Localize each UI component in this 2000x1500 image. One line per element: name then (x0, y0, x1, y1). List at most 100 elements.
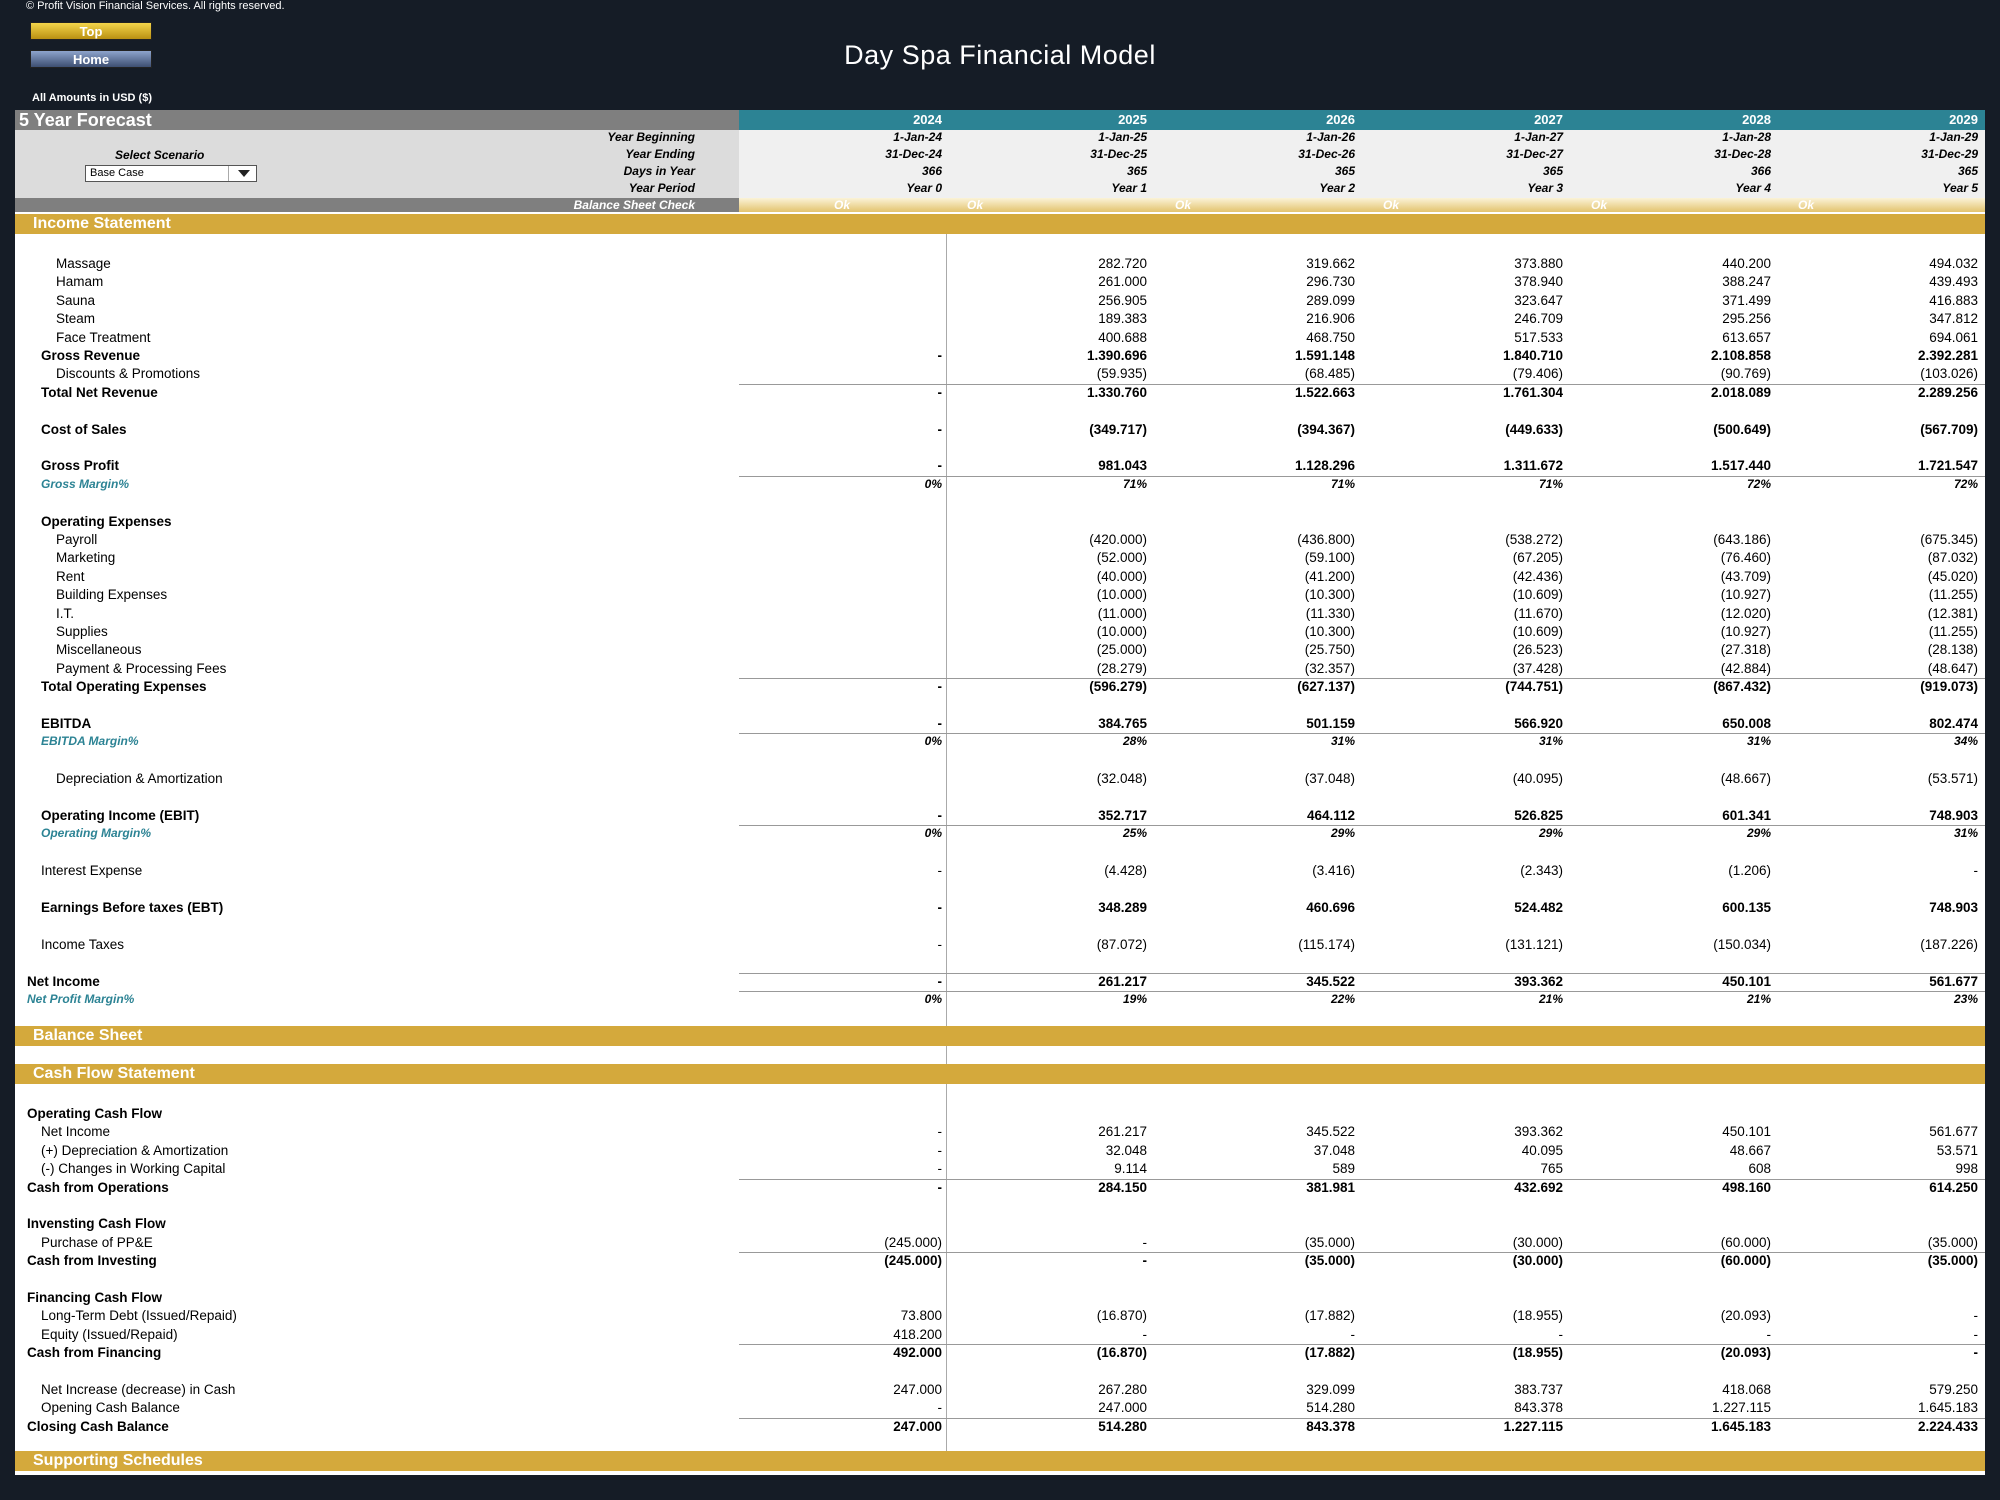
cell-value: 19% (1122, 992, 1147, 1006)
cell-value: (20.093) (1720, 1345, 1771, 1361)
balance-check-ok: Ok (1591, 198, 1608, 212)
period-label: Year Period (628, 181, 695, 195)
chevron-down-icon[interactable] (228, 166, 256, 181)
cell-value: 284.150 (1098, 1179, 1147, 1195)
cell-value: (35.000) (1927, 1253, 1978, 1269)
cell-value: 432.692 (1514, 1179, 1563, 1195)
cell-value: 589 (1332, 1161, 1355, 1177)
table-row: Operating Expenses (15, 514, 1985, 532)
cell-value: 381.981 (1306, 1179, 1355, 1195)
row-label: Operating Margin% (41, 826, 152, 841)
cell-value: (59.935) (1096, 366, 1147, 382)
cell-value: (349.717) (1089, 421, 1147, 437)
cell-value: 216.906 (1306, 311, 1355, 327)
cell-value: 71% (1538, 476, 1563, 491)
cell-value: 267.280 (1098, 1382, 1147, 1397)
cell-value: 440.200 (1722, 256, 1771, 271)
cell-value: - (1142, 1253, 1148, 1269)
column-divider (946, 234, 947, 1134)
row-label: Supplies (56, 624, 108, 639)
cell-value: 378.940 (1514, 274, 1563, 290)
row-label: (-) Changes in Working Capital (41, 1161, 226, 1177)
cell-value: - (1142, 1326, 1148, 1342)
year-beginning-value: 1-Jan-28 (1722, 130, 1771, 144)
cell-value: 1.840.710 (1502, 348, 1563, 363)
cell-value: 246.709 (1514, 311, 1563, 327)
table-row: Opening Cash Balance - 247.000 514.280 843.3… (15, 1400, 1985, 1418)
row-label: Massage (56, 256, 111, 271)
cell-value: 1.330.760 (1086, 384, 1147, 400)
cell-value: 1.645.183 (1917, 1400, 1978, 1416)
cell-value: 0% (924, 992, 942, 1006)
balance-check-ok: Ok (1798, 198, 1815, 212)
cell-value: - (937, 1142, 943, 1158)
cell-value: (30.000) (1512, 1253, 1563, 1269)
balance-check-ok: Ok (1383, 198, 1400, 212)
row-label: Marketing (56, 550, 116, 566)
table-row: Net Income - 261.217 345.522 393.362 450.101 5… (15, 1124, 1985, 1142)
cell-value: - (937, 421, 943, 437)
cell-value: (17.882) (1304, 1345, 1355, 1361)
cell-value: (245.000) (884, 1253, 942, 1269)
table-row: Steam 189.383 216.906 246.709 295.256 347.812 (15, 311, 1985, 329)
table-row: EBITDA - 384.765 501.159 566.920 650.008 802.4… (15, 716, 1985, 734)
scenario-dropdown[interactable]: Base Case (85, 165, 257, 182)
cell-value: (32.048) (1096, 771, 1147, 787)
row-label: Building Expenses (56, 587, 168, 603)
cell-value: 498.160 (1722, 1179, 1771, 1195)
row-label: Cost of Sales (41, 421, 127, 437)
cell-value: (87.032) (1927, 550, 1978, 566)
period-value: Year 0 (906, 181, 942, 195)
cell-value: (42.436) (1512, 568, 1563, 584)
row-divider (739, 972, 1985, 974)
days-value: 366 (921, 164, 942, 178)
table-row: Net Increase (decrease) in Cash 247.000 26… (15, 1382, 1985, 1400)
cell-value: (16.870) (1096, 1345, 1147, 1361)
table-row: Gross Margin% 0% 71% 71% 71% 72% 72% (15, 477, 1985, 495)
table-row: Cash from Financing 492.000 (16.870) (17.88… (15, 1345, 1985, 1363)
cell-value: 0% (924, 734, 942, 749)
cell-value: 261.217 (1098, 1124, 1147, 1140)
home-button[interactable]: Home (30, 50, 152, 68)
top-button[interactable]: Top (30, 22, 152, 40)
cell-value: 981.043 (1098, 458, 1147, 474)
cell-value: 21% (1746, 992, 1771, 1006)
table-row: Miscellaneous (25.000) (25.750) (26.523) (27… (15, 642, 1985, 660)
table-row: Financing Cash Flow (15, 1290, 1985, 1308)
row-divider (739, 678, 1985, 680)
cell-value: (42.884) (1720, 660, 1771, 676)
table-row: Cost of Sales - (349.717) (394.367) (449.633… (15, 422, 1985, 440)
balance-check-ok: Ok (967, 198, 984, 212)
table-row: I.T. (11.000) (11.330) (11.670) (12.020) (12.… (15, 606, 1985, 624)
cell-value: (744.751) (1505, 679, 1563, 695)
cell-value: - (1973, 1345, 1979, 1361)
cell-value: - (937, 679, 943, 695)
row-label: Gross Margin% (41, 476, 130, 491)
cell-value: 31% (1330, 734, 1355, 749)
cell-value: 323.647 (1514, 292, 1563, 308)
row-label: Operating Income (EBIT) (41, 808, 200, 823)
row-label: Sauna (56, 292, 96, 308)
cell-value: 53.571 (1936, 1142, 1978, 1158)
row-divider (739, 991, 1985, 992)
cell-value: (27.318) (1720, 642, 1771, 658)
row-label: Gross Profit (41, 458, 120, 474)
cell-value: (48.667) (1720, 771, 1771, 787)
table-row: Operating Margin% 0% 25% 29% 29% 29% 31% (15, 826, 1985, 844)
cell-value: 1.390.696 (1086, 348, 1147, 363)
cell-value: - (937, 808, 943, 823)
section-income: Income Statement (15, 214, 1985, 234)
row-label: Net Income (27, 973, 100, 989)
cell-value: - (937, 863, 943, 879)
cell-value: (17.882) (1304, 1308, 1355, 1324)
cell-value: (4.428) (1104, 863, 1147, 879)
cell-value: (2.343) (1520, 863, 1563, 879)
cell-value: 247.000 (893, 1418, 942, 1434)
cell-value: (10.609) (1512, 587, 1563, 603)
cell-value: 383.737 (1514, 1382, 1563, 1397)
cell-value: 261.000 (1098, 274, 1147, 290)
cell-value: 29% (1330, 826, 1355, 841)
cell-value: 561.677 (1929, 973, 1978, 989)
cell-value: (10.000) (1096, 587, 1147, 603)
info-right-panel (739, 130, 1985, 198)
